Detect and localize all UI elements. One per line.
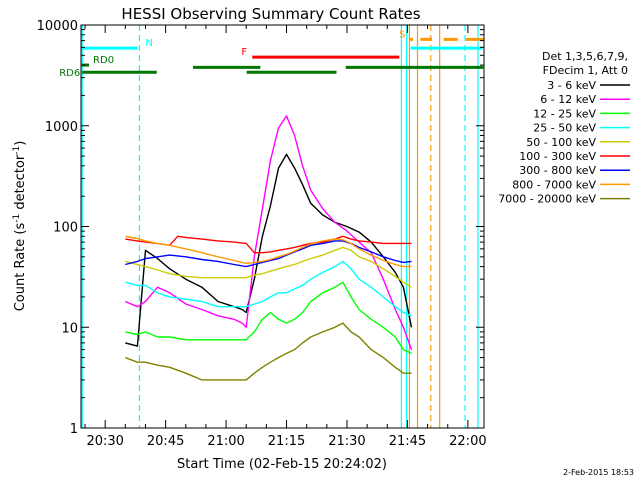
- legend-label-8: 7000 - 20000 keV: [498, 193, 596, 206]
- legend-label-2: 12 - 25 keV: [533, 107, 596, 120]
- y-tick-label-2: 100: [53, 221, 78, 236]
- legend-header-1: Det 1,3,5,6,7,9,: [542, 50, 628, 63]
- markers-layer: N F S RD0 RD6: [59, 25, 484, 428]
- x-axis-label: Start Time (02-Feb-15 20:24:02): [177, 457, 387, 472]
- legend: Det 1,3,5,6,7,9, FDecim 1, Att 0 3 - 6 k…: [498, 50, 630, 206]
- y-axis-label-main: Count Rate (s: [13, 223, 28, 312]
- series-4: [125, 246, 412, 288]
- x-tick-label-5: 21:45: [389, 434, 426, 449]
- y-axis-label-mid: detector: [13, 154, 28, 214]
- y-axis-label: Count Rate (s-1 detector-1): [12, 141, 28, 312]
- legend-label-1: 6 - 12 keV: [540, 93, 596, 106]
- x-tick-label-6: 22:00: [449, 434, 486, 449]
- series-layer: [125, 115, 413, 381]
- series-6: [125, 240, 412, 268]
- x-tick-label-3: 21:15: [268, 434, 305, 449]
- y-axis-label-sup2: -1: [12, 146, 22, 155]
- legend-label-3: 25 - 50 keV: [533, 122, 596, 135]
- plot-frame: [80, 24, 485, 429]
- bar-label-rd6: RD6: [59, 68, 80, 79]
- legend-label-5: 100 - 300 keV: [519, 150, 596, 163]
- series-7: [125, 235, 412, 268]
- x-tick-label-1: 20:45: [147, 434, 184, 449]
- bar-label-rd0: RD0: [93, 55, 114, 66]
- series-2: [125, 281, 412, 355]
- x-tick-label-0: 20:30: [86, 434, 123, 449]
- legend-label-6: 300 - 800 keV: [519, 164, 596, 177]
- bar-label-s: S: [399, 29, 405, 40]
- plot-area: N F S RD0 RD6 20:30 20:45 21:00 21:15 21:30 21:45…: [37, 19, 487, 449]
- legend-header-2: FDecim 1, Att 0: [543, 64, 628, 77]
- x-tick-label-2: 21:00: [207, 434, 244, 449]
- series-0: [125, 153, 413, 347]
- date-stamp: 2-Feb-2015 18:53: [563, 468, 634, 477]
- y-tick-label-4: 10000: [37, 19, 78, 34]
- series-3: [125, 260, 412, 317]
- ticks-layer: 20:30 20:45 21:00 21:15 21:30 21:45 22:00 1 10 10…: [37, 19, 487, 449]
- series-5: [125, 235, 412, 254]
- y-tick-label-3: 1000: [45, 120, 78, 135]
- legend-label-7: 800 - 7000 keV: [512, 178, 596, 191]
- bar-label-n: N: [145, 38, 152, 49]
- x-tick-label-4: 21:30: [328, 434, 365, 449]
- series-8: [125, 322, 412, 381]
- y-tick-label-0: 1: [70, 422, 78, 437]
- legend-label-0: 3 - 6 keV: [547, 79, 596, 92]
- y-axis-label-sup1: -1: [12, 214, 22, 223]
- legend-label-4: 50 - 100 keV: [526, 136, 596, 149]
- bar-label-f: F: [241, 47, 247, 58]
- y-axis-label-end: ): [13, 141, 28, 146]
- y-tick-label-1: 10: [61, 321, 78, 336]
- chart-title: HESSI Observing Summary Count Rates: [121, 5, 420, 23]
